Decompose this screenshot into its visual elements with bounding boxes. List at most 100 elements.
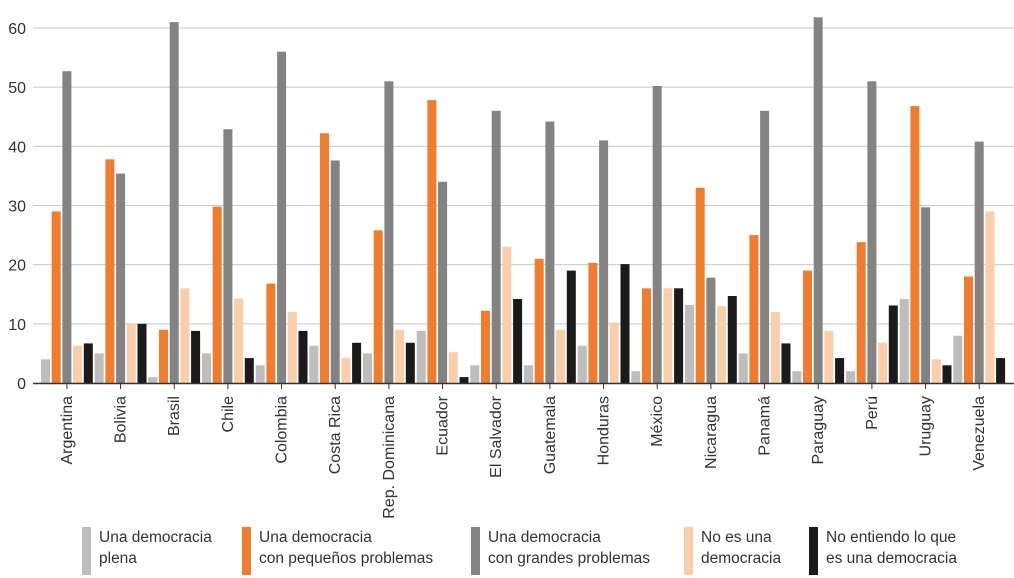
bar-grandes-venezuela: [974, 141, 984, 383]
bar-no_es-rep-dominicana: [395, 329, 405, 384]
bar-no_entiendo-costa-rica: [352, 342, 362, 383]
bar-grandes-panam-: [760, 110, 770, 384]
x-tick-label: Nicaragua: [703, 396, 720, 469]
legend-label-no-entiendo-line2: es una democracia: [826, 550, 957, 567]
bar-chart: 0 10 20 30 40 50 60 Argentina Bolivia Brasil Chil…: [8, 17, 1014, 519]
y-tick-label: 20: [8, 258, 26, 275]
bar-pequenos-nicaragua: [695, 187, 705, 383]
bar-grandes-rep-dominicana: [384, 81, 394, 384]
bar-plena-chile: [202, 353, 211, 383]
legend-item-no-entiendo: No entiendo lo que es una democracia: [809, 527, 957, 575]
bar-pequenos-guatemala: [534, 258, 544, 384]
legend-swatch-no-es-democracia: [684, 527, 693, 575]
bar-no_es-bolivia: [126, 323, 136, 383]
y-tick-label: 40: [8, 139, 26, 156]
bar-no_entiendo-bolivia: [137, 323, 147, 383]
bar-grandes-brasil: [169, 22, 179, 383]
bar-no_es-m-xico: [663, 288, 673, 383]
x-tick-label: México: [649, 396, 666, 447]
bar-plena-rep-dominicana: [363, 353, 372, 383]
x-tick-label: Bolivia: [113, 396, 130, 443]
bar-pequenos-bolivia: [105, 159, 115, 383]
x-tick-label: Colombia: [274, 396, 291, 464]
bar-pequenos-honduras: [588, 262, 598, 383]
bar-pequenos-m-xico: [642, 288, 651, 383]
grid-lines: [33, 27, 1014, 325]
legend-label-no-es-line2: democracia: [701, 550, 782, 567]
x-tick-label: Honduras: [596, 396, 613, 465]
bar-grandes-paraguay: [813, 17, 823, 384]
bar-no_entiendo-nicaragua: [727, 296, 737, 383]
legend: Una democracia plena Una democracia con …: [82, 527, 1012, 577]
x-tick-label: Paraguay: [810, 396, 827, 465]
bars: [41, 17, 1006, 384]
bar-plena-venezuela: [953, 335, 963, 383]
bar-plena-honduras: [577, 345, 587, 383]
bar-plena-bolivia: [94, 353, 104, 383]
bar-pequenos-brasil: [159, 329, 168, 384]
bar-no_es-colombia: [287, 312, 297, 383]
y-tick-label: 50: [8, 80, 26, 97]
bar-no_es-chile: [234, 298, 244, 383]
bar-no_entiendo-paraguay: [835, 358, 845, 383]
legend-item-plena: Una democracia plena: [82, 527, 212, 575]
legend-swatch-grandes-problemas: [471, 527, 480, 575]
bar-pequenos-ecuador: [427, 100, 437, 383]
bar-grandes-honduras: [599, 140, 609, 383]
bar-no_es-paraguay: [824, 330, 834, 383]
bar-no_es-argentina: [73, 345, 83, 383]
bar-grandes-per-: [867, 81, 877, 384]
bar-grandes-chile: [223, 129, 233, 383]
bar-no_entiendo-brasil: [191, 330, 201, 383]
bar-plena-uruguay: [899, 299, 909, 383]
bar-plena-colombia: [255, 365, 265, 384]
bar-plena-ecuador: [416, 330, 426, 383]
bar-no_entiendo-ecuador: [459, 377, 469, 383]
bar-no_entiendo-argentina: [83, 343, 93, 383]
y-tick-label: 0: [17, 376, 26, 393]
bar-no_entiendo-venezuela: [996, 358, 1006, 383]
bar-pequenos-costa-rica: [320, 133, 329, 383]
bar-no_entiendo-panam-: [781, 343, 791, 383]
y-tick-label: 60: [8, 21, 26, 38]
bar-no_entiendo-rep-dominicana: [405, 342, 415, 383]
x-tick-label: Venezuela: [971, 396, 988, 471]
bar-grandes-bolivia: [116, 173, 126, 383]
bar-pequenos-chile: [212, 206, 222, 383]
bar-no_entiendo-chile: [244, 358, 254, 383]
bar-no_es-costa-rica: [341, 358, 351, 383]
x-axis-labels: Argentina Bolivia Brasil Chile Colombia Costa…: [59, 383, 988, 519]
bar-pequenos-rep-dominicana: [373, 230, 383, 383]
bar-grandes-el-salvador: [491, 110, 501, 384]
legend-label-no-es-line1: No es una: [701, 529, 772, 546]
legend-item-pequenos-problemas: Una democracia con pequeños problemas: [242, 527, 433, 575]
legend-swatch-plena: [82, 527, 91, 575]
legend-label-grandes-line1: Una democracia: [488, 529, 601, 546]
bar-no_entiendo-m-xico: [674, 288, 684, 383]
bar-no_es-venezuela: [985, 211, 995, 383]
x-tick-label: Uruguay: [918, 396, 935, 456]
bar-no_es-el-salvador: [502, 246, 512, 383]
bar-plena-paraguay: [792, 371, 802, 383]
bar-plena-argentina: [41, 359, 50, 383]
bar-no_es-brasil: [180, 288, 190, 383]
bar-no_es-uruguay: [931, 359, 941, 383]
bar-plena-per-: [846, 371, 855, 383]
bar-pequenos-venezuela: [964, 276, 973, 383]
legend-swatch-no-entiendo: [809, 527, 818, 575]
legend-item-grandes-problemas: Una democracia con grandes problemas: [471, 527, 650, 575]
bar-pequenos-colombia: [266, 283, 276, 383]
bar-plena-brasil: [148, 377, 158, 383]
bar-grandes-nicaragua: [706, 277, 716, 383]
x-tick-label: El Salvador: [488, 395, 505, 477]
bar-no_entiendo-el-salvador: [513, 299, 523, 383]
bar-plena-m-xico: [631, 371, 641, 383]
bar-no_es-nicaragua: [717, 306, 727, 383]
bar-no_entiendo-uruguay: [942, 365, 952, 384]
bar-no_entiendo-guatemala: [566, 270, 576, 383]
x-tick-label: Costa Rica: [327, 396, 344, 474]
legend-label-pequenos-line1: Una democracia: [259, 529, 372, 546]
bar-no_entiendo-honduras: [620, 264, 630, 383]
bar-grandes-m-xico: [652, 86, 662, 383]
x-tick-label: Perú: [864, 396, 881, 430]
